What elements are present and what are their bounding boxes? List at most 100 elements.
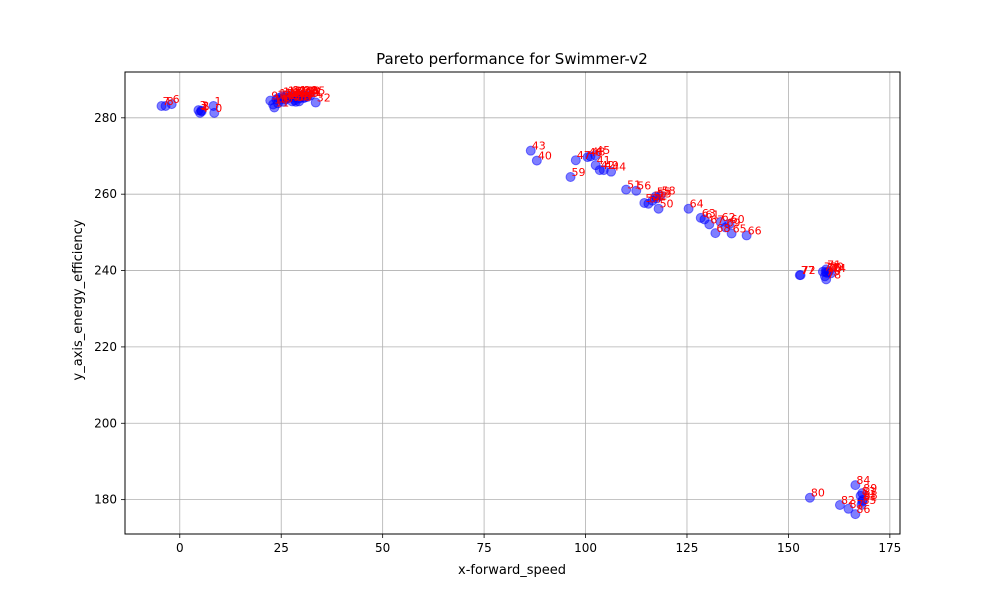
data-point-label: 40 bbox=[538, 150, 552, 163]
data-point-label: 39 bbox=[305, 87, 319, 100]
data-point bbox=[643, 198, 654, 209]
data-point-label: 46 bbox=[589, 146, 603, 159]
data-point-label: 21 bbox=[293, 84, 307, 97]
data-point-label: 32 bbox=[317, 92, 331, 105]
data-point-label: 20 bbox=[291, 85, 305, 98]
y-tick-label: 180 bbox=[94, 493, 117, 507]
y-tick-label: 260 bbox=[94, 187, 117, 201]
data-point-label: 4 bbox=[201, 102, 208, 115]
data-point-label: 88 bbox=[864, 489, 878, 502]
data-point bbox=[704, 219, 715, 230]
data-point bbox=[850, 480, 861, 491]
data-point-label: 33 bbox=[279, 92, 293, 105]
data-point-label: 57 bbox=[649, 193, 663, 206]
data-point-label: 2 bbox=[202, 100, 209, 113]
data-point-label: 77 bbox=[801, 264, 815, 277]
data-point bbox=[570, 155, 581, 166]
data-point-label: 18 bbox=[288, 84, 302, 97]
data-point-label: 59 bbox=[572, 166, 586, 179]
data-point-label: 6 bbox=[173, 93, 180, 106]
data-point-label: 76 bbox=[827, 261, 841, 274]
data-point-label: 73 bbox=[824, 261, 838, 274]
data-point-label: 83 bbox=[862, 485, 876, 498]
data-point bbox=[585, 151, 596, 162]
data-point-label: 50 bbox=[660, 198, 674, 211]
data-point-label: 85 bbox=[862, 494, 876, 507]
data-point bbox=[565, 172, 576, 182]
chart-title: Pareto performance for Swimmer-v2 bbox=[376, 50, 648, 68]
data-point-label: 64 bbox=[690, 198, 704, 211]
x-tick-label: 125 bbox=[676, 541, 699, 555]
data-point-label: 3 bbox=[199, 99, 206, 112]
x-tick-label: 25 bbox=[274, 541, 289, 555]
data-point bbox=[653, 203, 664, 214]
data-point-label: 17 bbox=[286, 88, 300, 101]
data-point-label: 23 bbox=[296, 89, 310, 102]
data-point bbox=[525, 145, 536, 156]
data-point bbox=[196, 106, 207, 117]
data-point bbox=[631, 185, 642, 196]
data-point-label: 79 bbox=[830, 260, 844, 273]
data-point-label: 26 bbox=[300, 87, 314, 100]
data-point bbox=[794, 270, 805, 281]
plot-frame bbox=[124, 71, 901, 535]
data-point-label: 75 bbox=[826, 265, 840, 278]
x-tick-label: 50 bbox=[375, 541, 390, 555]
data-point-label: 27 bbox=[302, 85, 316, 98]
data-points bbox=[156, 89, 868, 520]
data-point bbox=[804, 492, 815, 503]
data-point-label: 28 bbox=[304, 84, 318, 97]
y-tick-label: 240 bbox=[94, 264, 117, 278]
data-point-label: 22 bbox=[294, 87, 308, 100]
data-point-label: 60 bbox=[731, 213, 745, 226]
data-point-label: 63 bbox=[702, 207, 716, 220]
y-axis-ticks: 180 200 220 240 260 280 bbox=[94, 111, 125, 507]
data-point-label: 80 bbox=[811, 487, 825, 500]
data-point-label: 14 bbox=[281, 88, 295, 101]
data-point-label: 86 bbox=[856, 503, 870, 516]
data-point-label: 35 bbox=[311, 84, 325, 97]
y-tick-label: 220 bbox=[94, 340, 117, 354]
data-point-label: 41 bbox=[597, 154, 611, 167]
data-point bbox=[695, 212, 706, 223]
data-point-label: 42 bbox=[601, 159, 615, 172]
data-point bbox=[208, 100, 219, 111]
data-point bbox=[621, 184, 632, 195]
data-point bbox=[823, 266, 834, 277]
data-point-label: 87 bbox=[849, 498, 863, 511]
data-point-label: 71 bbox=[827, 258, 841, 271]
data-point-label: 84 bbox=[856, 474, 870, 487]
data-point-label: 69 bbox=[727, 216, 741, 229]
data-point bbox=[598, 165, 609, 176]
data-point-label: 66 bbox=[748, 224, 762, 237]
data-point-label: 67 bbox=[710, 213, 724, 226]
data-point bbox=[287, 96, 298, 107]
data-point bbox=[720, 222, 731, 233]
data-point-label: 30 bbox=[307, 85, 321, 98]
data-point-label: 70 bbox=[828, 262, 842, 275]
data-point-label: 15 bbox=[283, 85, 297, 98]
x-tick-label: 75 bbox=[476, 541, 491, 555]
data-point-label: 61 bbox=[705, 208, 719, 221]
data-point-label: 31 bbox=[309, 86, 323, 99]
data-point-label: 12 bbox=[277, 88, 291, 101]
data-point-label: 43 bbox=[532, 140, 546, 153]
data-point-label: 51 bbox=[627, 179, 641, 192]
data-point bbox=[298, 92, 309, 103]
data-point-label: 58 bbox=[662, 185, 676, 198]
data-point bbox=[834, 499, 845, 510]
data-point-label: 72 bbox=[802, 264, 816, 277]
data-point-label: 7 bbox=[163, 95, 170, 108]
data-point-label: 29 bbox=[305, 87, 319, 100]
data-point-label: 65 bbox=[733, 223, 747, 236]
data-point bbox=[857, 488, 868, 499]
data-point-label: 74 bbox=[832, 262, 846, 275]
data-point-label: 1 bbox=[214, 95, 221, 108]
data-point-label: 82 bbox=[841, 494, 855, 507]
data-point-label: 9 bbox=[271, 90, 278, 103]
x-axis-label: x-forward_speed bbox=[458, 563, 566, 578]
data-point bbox=[710, 228, 721, 239]
data-point-label: 24 bbox=[298, 85, 312, 98]
data-point-label: 56 bbox=[637, 180, 651, 193]
data-point-label: 89 bbox=[863, 482, 877, 495]
